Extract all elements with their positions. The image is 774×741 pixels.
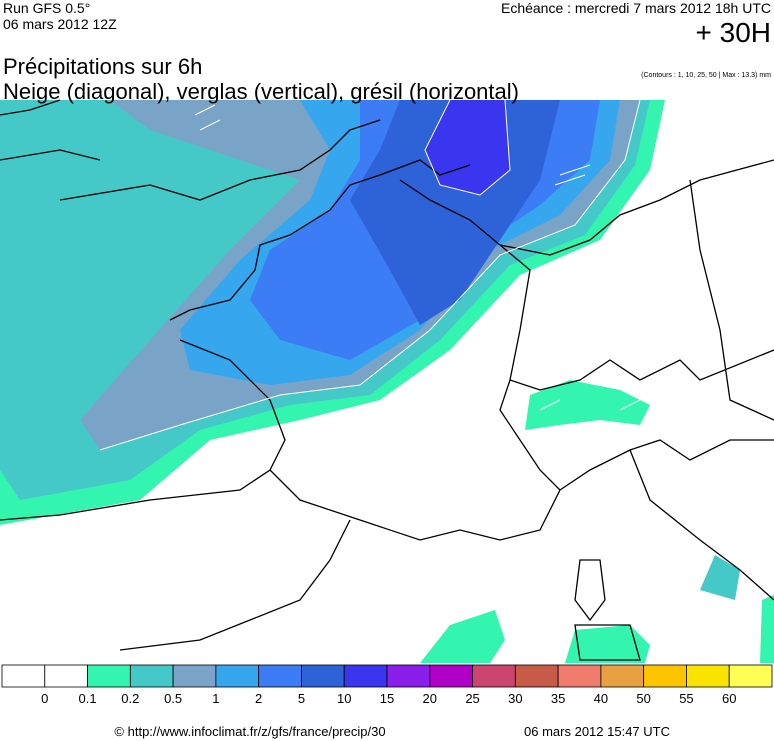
colorbar-label: 2 [255,691,262,706]
coastline [169,159,471,321]
colorbar-segment [686,664,730,688]
title: Précipitations sur 6h [3,54,202,79]
border [119,519,351,651]
colorbar-segment [728,664,773,688]
precip-zone [700,555,740,600]
colorbar-segment [386,664,431,688]
colorbar-segment [301,664,345,688]
border [269,379,561,541]
colorbar-label: 50 [636,691,650,706]
hatching [194,104,641,411]
colorbar-segment [600,664,645,688]
coastline [0,339,286,521]
contours-note: (Contours : 1, 10, 25, 50 | Max : 13.3) … [641,72,771,79]
colorbar-segment [215,664,260,688]
source-url: © http://www.infoclimat.fr/z/gfs/france/… [114,724,385,739]
forecast-time: Echéance : mercredi 7 mars 2012 18h UTC [501,0,771,16]
colorbar-segment [129,664,174,688]
header: Run GFS 0.5° 06 mars 2012 12Z Echéance :… [3,0,771,104]
colorbar-label: 15 [380,691,394,706]
colorbar-label: 10 [337,691,351,706]
colorbar-label: 40 [594,691,608,706]
colorbar-label: 35 [551,691,565,706]
precip-zone [525,380,650,430]
colorbar-label: 0.1 [79,691,97,706]
colorbar-segment [643,664,687,688]
colorbar-label: 1 [212,691,219,706]
border [689,179,774,421]
colorbar-segment [472,664,516,688]
border [399,159,774,256]
contours [99,99,641,451]
colorbar-segment [343,664,388,688]
run-label: Run GFS 0.5° [3,0,90,16]
colorbar-label: 5 [298,691,305,706]
precip-zone [565,625,650,663]
colorbar-segment [172,664,217,688]
colorbar-segment [87,664,131,688]
contour [424,99,511,196]
precip-zone [420,610,505,663]
colorbar-segment [44,664,88,688]
coastline [629,449,774,601]
colorbar-segment [557,664,602,688]
colorbar-segment [429,664,473,688]
coastline [0,99,381,201]
colorbar-label: 55 [679,691,693,706]
precip-zone [425,100,510,195]
colorbar-label: 0.2 [121,691,139,706]
generated-date: 06 mars 2012 15:47 UTC [524,724,670,739]
map [0,99,774,663]
border [499,244,774,391]
colorbar-label: 0 [41,691,48,706]
colorbar-label: 20 [423,691,437,706]
contour [99,99,641,451]
colorbar-label: 25 [465,691,479,706]
lead-time: + 30H [696,17,772,48]
island [574,624,641,661]
colorbar-label: 0.5 [164,691,182,706]
colorbar-segment [1,664,46,688]
subtitle: Neige (diagonal), verglas (vertical), gr… [3,79,519,104]
colorbar-label: 30 [508,691,522,706]
precip-zone [760,595,774,663]
colorbar-label: 60 [722,691,736,706]
coastline [559,439,774,491]
borders [0,99,774,661]
colorbar: 0 0.1 0.2 0.5 1 2 5 10 15 20 25 30 35 40 50 55 60 [1,664,773,706]
colorbar-segment [514,664,559,688]
run-date: 06 mars 2012 12Z [3,16,117,32]
island [574,559,606,622]
colorbar-segment [258,664,302,688]
